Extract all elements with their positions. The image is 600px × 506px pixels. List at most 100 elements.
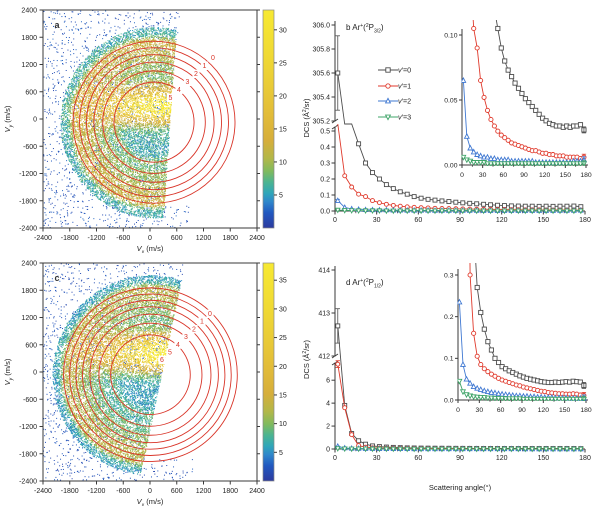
- newton-rings: [73, 41, 235, 203]
- data-marker-square: [398, 190, 402, 194]
- ring-label: 2: [192, 326, 196, 333]
- data-marker-square: [454, 200, 458, 204]
- x-tick-label: -2400: [34, 488, 52, 495]
- data-marker-tridn: [391, 209, 395, 213]
- data-marker-triup: [461, 362, 466, 366]
- inset-x-tick-label: 120: [538, 407, 550, 414]
- x-tick-label: 600: [171, 235, 183, 242]
- data-marker-square: [447, 200, 451, 204]
- data-marker-square: [482, 202, 486, 206]
- data-marker-tridn: [384, 209, 388, 213]
- panel-title: b Ar+(2P3/2): [346, 23, 384, 34]
- x-tick-label: -1800: [61, 235, 79, 242]
- data-marker-tridn: [398, 209, 402, 213]
- ring-label: 3: [186, 79, 190, 86]
- y-tick-label: 0.0: [320, 208, 330, 215]
- x-axis-label: Vx (m/s): [137, 244, 164, 253]
- x-tick-label: 1800: [222, 488, 238, 495]
- data-marker-square: [510, 75, 514, 79]
- data-marker-square: [496, 26, 500, 30]
- x-tick-label: 120: [496, 455, 508, 462]
- y-tick-label: 1200: [21, 62, 37, 69]
- inset-series: [457, 253, 586, 402]
- y-tick-label: -600: [23, 144, 37, 151]
- data-marker-square: [364, 161, 368, 165]
- ring-label: 3: [184, 334, 188, 341]
- data-marker-circle: [384, 202, 388, 206]
- ring-label: 5: [169, 95, 173, 102]
- data-marker-circle: [496, 129, 500, 133]
- data-marker-circle: [391, 203, 395, 207]
- data-marker-circle: [475, 354, 479, 358]
- inset-series: [461, 0, 586, 167]
- data-marker-triup: [465, 134, 470, 138]
- y-tick-label: 305.6: [312, 70, 330, 77]
- x-tick-label: 30: [373, 455, 381, 462]
- y-tick-label: 2: [326, 423, 330, 430]
- y-tick-label: 413: [318, 310, 330, 317]
- data-marker-square: [489, 203, 493, 207]
- inset-x-tick-label: 180: [580, 407, 592, 414]
- ring-label: 1: [200, 319, 204, 326]
- x-tick-label: 150: [537, 455, 549, 462]
- inset-x-tick-label: 180: [580, 172, 592, 179]
- ring-label: 2: [194, 71, 198, 78]
- inset-x-tick-label: 60: [497, 407, 505, 414]
- y-tick-label: 414: [318, 267, 330, 274]
- x-tick-label: -600: [116, 235, 130, 242]
- y-axis-label: Vy (m/s): [3, 358, 14, 385]
- data-marker-square: [461, 201, 465, 205]
- legend: v′=0v′=1v′=2v′=3: [378, 66, 411, 122]
- inset-x-tick-label: 0: [460, 172, 464, 179]
- data-marker-triup: [492, 156, 497, 160]
- data-marker-tridn: [336, 208, 340, 212]
- data-marker-circle: [371, 199, 375, 203]
- y-axis-label: Vy (m/s): [3, 105, 14, 132]
- data-marker-circle: [472, 331, 476, 335]
- y-tick-label: 0.2: [320, 176, 330, 183]
- y-tick-label: -600: [23, 397, 37, 404]
- data-marker-tridn: [386, 115, 391, 120]
- data-marker-circle: [343, 406, 347, 410]
- data-marker-square: [405, 192, 409, 196]
- inset-x-tick-label: 0: [456, 407, 460, 414]
- panel-title: d Ar+(2P1/2): [346, 278, 384, 289]
- data-marker-circle: [468, 273, 472, 277]
- data-marker-tridn: [377, 209, 381, 213]
- data-marker-square: [386, 68, 390, 72]
- data-marker-circle: [377, 201, 381, 205]
- y-tick-label: 0: [33, 370, 37, 377]
- data-marker-tridn: [343, 209, 347, 213]
- dcs-plot-b: 306.0305.8305.6305.4305.20.50.40.30.20.1…: [300, 0, 600, 253]
- data-marker-square: [377, 177, 381, 181]
- data-marker-tridn: [343, 447, 347, 451]
- data-marker-square: [357, 439, 361, 443]
- data-marker-tridn: [336, 447, 340, 451]
- x-tick-label: -600: [116, 488, 130, 495]
- x-tick-label: 150: [537, 217, 549, 224]
- data-marker-triup: [386, 98, 391, 103]
- data-marker-square: [503, 59, 507, 63]
- data-marker-triup: [478, 387, 483, 391]
- x-tick-label: 1200: [196, 235, 212, 242]
- data-marker-tridn: [356, 209, 360, 213]
- inset-y-tick-label: 0.2: [444, 314, 454, 321]
- data-marker-circle: [350, 433, 354, 437]
- y-tick-label: 2400: [21, 8, 37, 15]
- inset-x-tick-label: 90: [520, 172, 528, 179]
- y-tick-label: -2400: [19, 479, 37, 486]
- x-tick-label: 0: [148, 235, 152, 242]
- data-marker-square: [496, 203, 500, 207]
- ring-label: 4: [176, 342, 180, 349]
- y-tick-label: 600: [25, 89, 37, 96]
- data-marker-triup: [336, 198, 340, 202]
- y-tick-label: 305.4: [312, 94, 330, 101]
- data-marker-triup: [464, 377, 469, 381]
- colorbar-tick-label: 10: [279, 159, 287, 166]
